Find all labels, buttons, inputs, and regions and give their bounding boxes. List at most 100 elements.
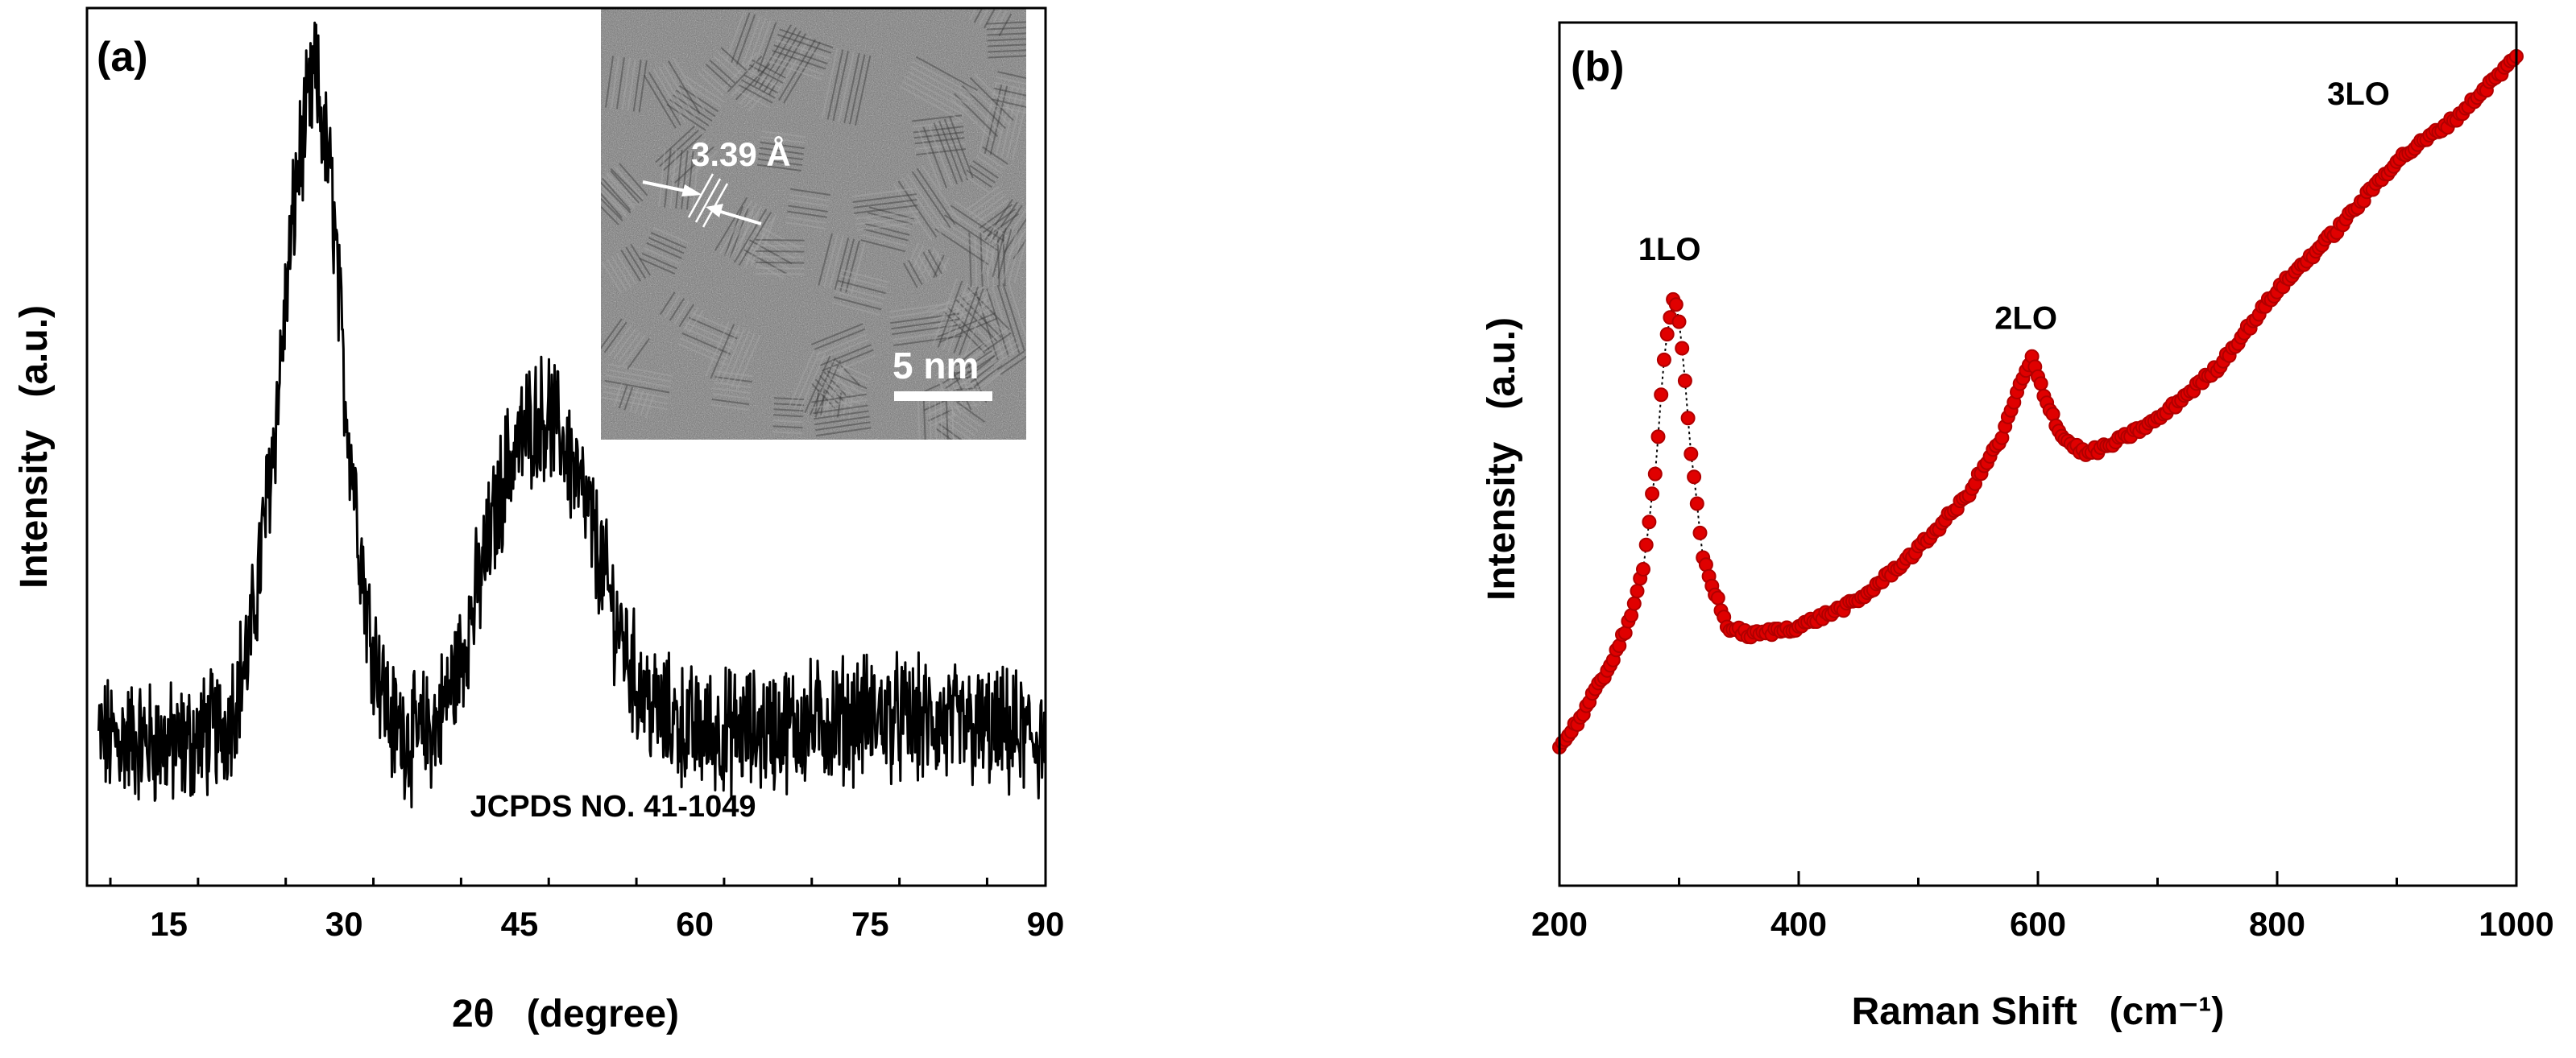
fringe-line [813, 404, 868, 415]
fringe-line [943, 214, 999, 251]
fringe-line [840, 269, 889, 283]
fringe-line [713, 387, 752, 395]
fringe-line [752, 59, 786, 79]
fringe-line [948, 409, 979, 432]
fringe-line [728, 205, 763, 260]
fringe-line [819, 362, 847, 420]
fringe-line [959, 295, 1002, 338]
raman-point [1624, 608, 1639, 623]
fringe-line [986, 226, 1001, 276]
lattice-spacing-label: 3.39 Å [691, 135, 791, 173]
fringe-line [833, 296, 882, 311]
fringe-line [963, 174, 989, 193]
fringe-line [720, 47, 748, 72]
fringe-line [839, 274, 888, 289]
fringe-line [921, 164, 961, 222]
fringe-line [993, 345, 1021, 366]
fringe-line [606, 258, 627, 291]
fringe-line [773, 403, 805, 407]
fringe-line [748, 64, 784, 84]
fringe-line [983, 8, 996, 29]
fringe-line [854, 55, 872, 126]
fringe-line [928, 399, 932, 440]
fringe-line [746, 18, 767, 69]
fringe-line [822, 349, 874, 372]
fringe-line [735, 14, 756, 65]
fringe-line [711, 398, 750, 406]
fringe-line [946, 209, 1002, 246]
peak-label-1lo: 1LO [1638, 232, 1701, 267]
x-tick-label: 45 [501, 905, 539, 943]
fringe-line [662, 63, 696, 118]
fringe-line [831, 363, 856, 390]
fringe-line [739, 67, 775, 105]
fringe-line [684, 327, 734, 350]
raman-point [1675, 341, 1690, 356]
xrd-x-ticks: 15 30 45 60 75 90 [109, 878, 1064, 943]
panel-label-a: (a) [97, 34, 148, 81]
fringe-line [993, 205, 1023, 247]
fringe-line [934, 228, 989, 266]
fringe-line [975, 199, 1009, 225]
fringe-line [1002, 283, 1026, 352]
fringe-line [738, 84, 773, 104]
fringe-line [630, 243, 651, 276]
raman-point [1617, 626, 1633, 641]
fringe-line [866, 217, 912, 231]
fringe-line [743, 71, 779, 108]
fringe-line [851, 188, 916, 198]
fringe-line [755, 238, 805, 242]
fringe-line [917, 254, 933, 280]
fringe-line [611, 56, 619, 109]
fringe-line [827, 367, 852, 394]
fringe-line [922, 126, 948, 188]
fringe-line [890, 312, 960, 324]
fringe-line [755, 255, 805, 258]
fringe-line [710, 403, 749, 411]
fringe-line [952, 382, 977, 386]
fringe-line [969, 190, 1003, 216]
fringe-line [731, 12, 751, 64]
fringe-line [998, 13, 1013, 37]
fringe-line [852, 193, 917, 203]
fringe-line [982, 146, 1008, 165]
fringe-line [831, 360, 872, 379]
fringe-line [845, 240, 860, 293]
fringe-line [820, 386, 861, 405]
raman-series [1552, 49, 2524, 754]
fringe-line [1013, 235, 1026, 283]
fringe-line [843, 52, 860, 124]
fringe-line [1007, 281, 1026, 341]
fringe-line [967, 287, 1010, 331]
fringe-line [1008, 228, 1026, 257]
fringe-line [915, 56, 978, 92]
raman-point [1654, 387, 1669, 403]
fringe-line [993, 87, 1026, 97]
fringe-line [775, 39, 830, 60]
fringe-line [746, 244, 790, 270]
fringe-line [789, 349, 816, 407]
fringe-line [963, 290, 990, 357]
fringe-line [888, 301, 959, 313]
hrtem-inset: 3.39 Å 5 nm [601, 8, 1026, 440]
fringe-line [913, 257, 928, 283]
fringe-line [643, 74, 677, 129]
fringe-line [601, 261, 623, 294]
fringe-line [690, 312, 740, 335]
fringe-line [752, 19, 772, 71]
raman-plot-frame [1558, 21, 2518, 887]
fringe-line [786, 216, 826, 224]
fringe-line [625, 246, 647, 279]
xrd-panel: (a) 3.39 Å [13, 6, 1064, 1035]
fringe-line [947, 307, 990, 350]
fringe-line [758, 27, 797, 89]
fringe-line [601, 197, 623, 222]
fringe-line [659, 130, 699, 167]
fringe-line [743, 214, 777, 269]
fringe-line [952, 405, 982, 428]
fringe-line [979, 82, 997, 153]
raman-point [1626, 596, 1642, 611]
fringe-line [669, 149, 677, 209]
fringe-line [756, 217, 776, 269]
fringe-line [719, 200, 753, 254]
